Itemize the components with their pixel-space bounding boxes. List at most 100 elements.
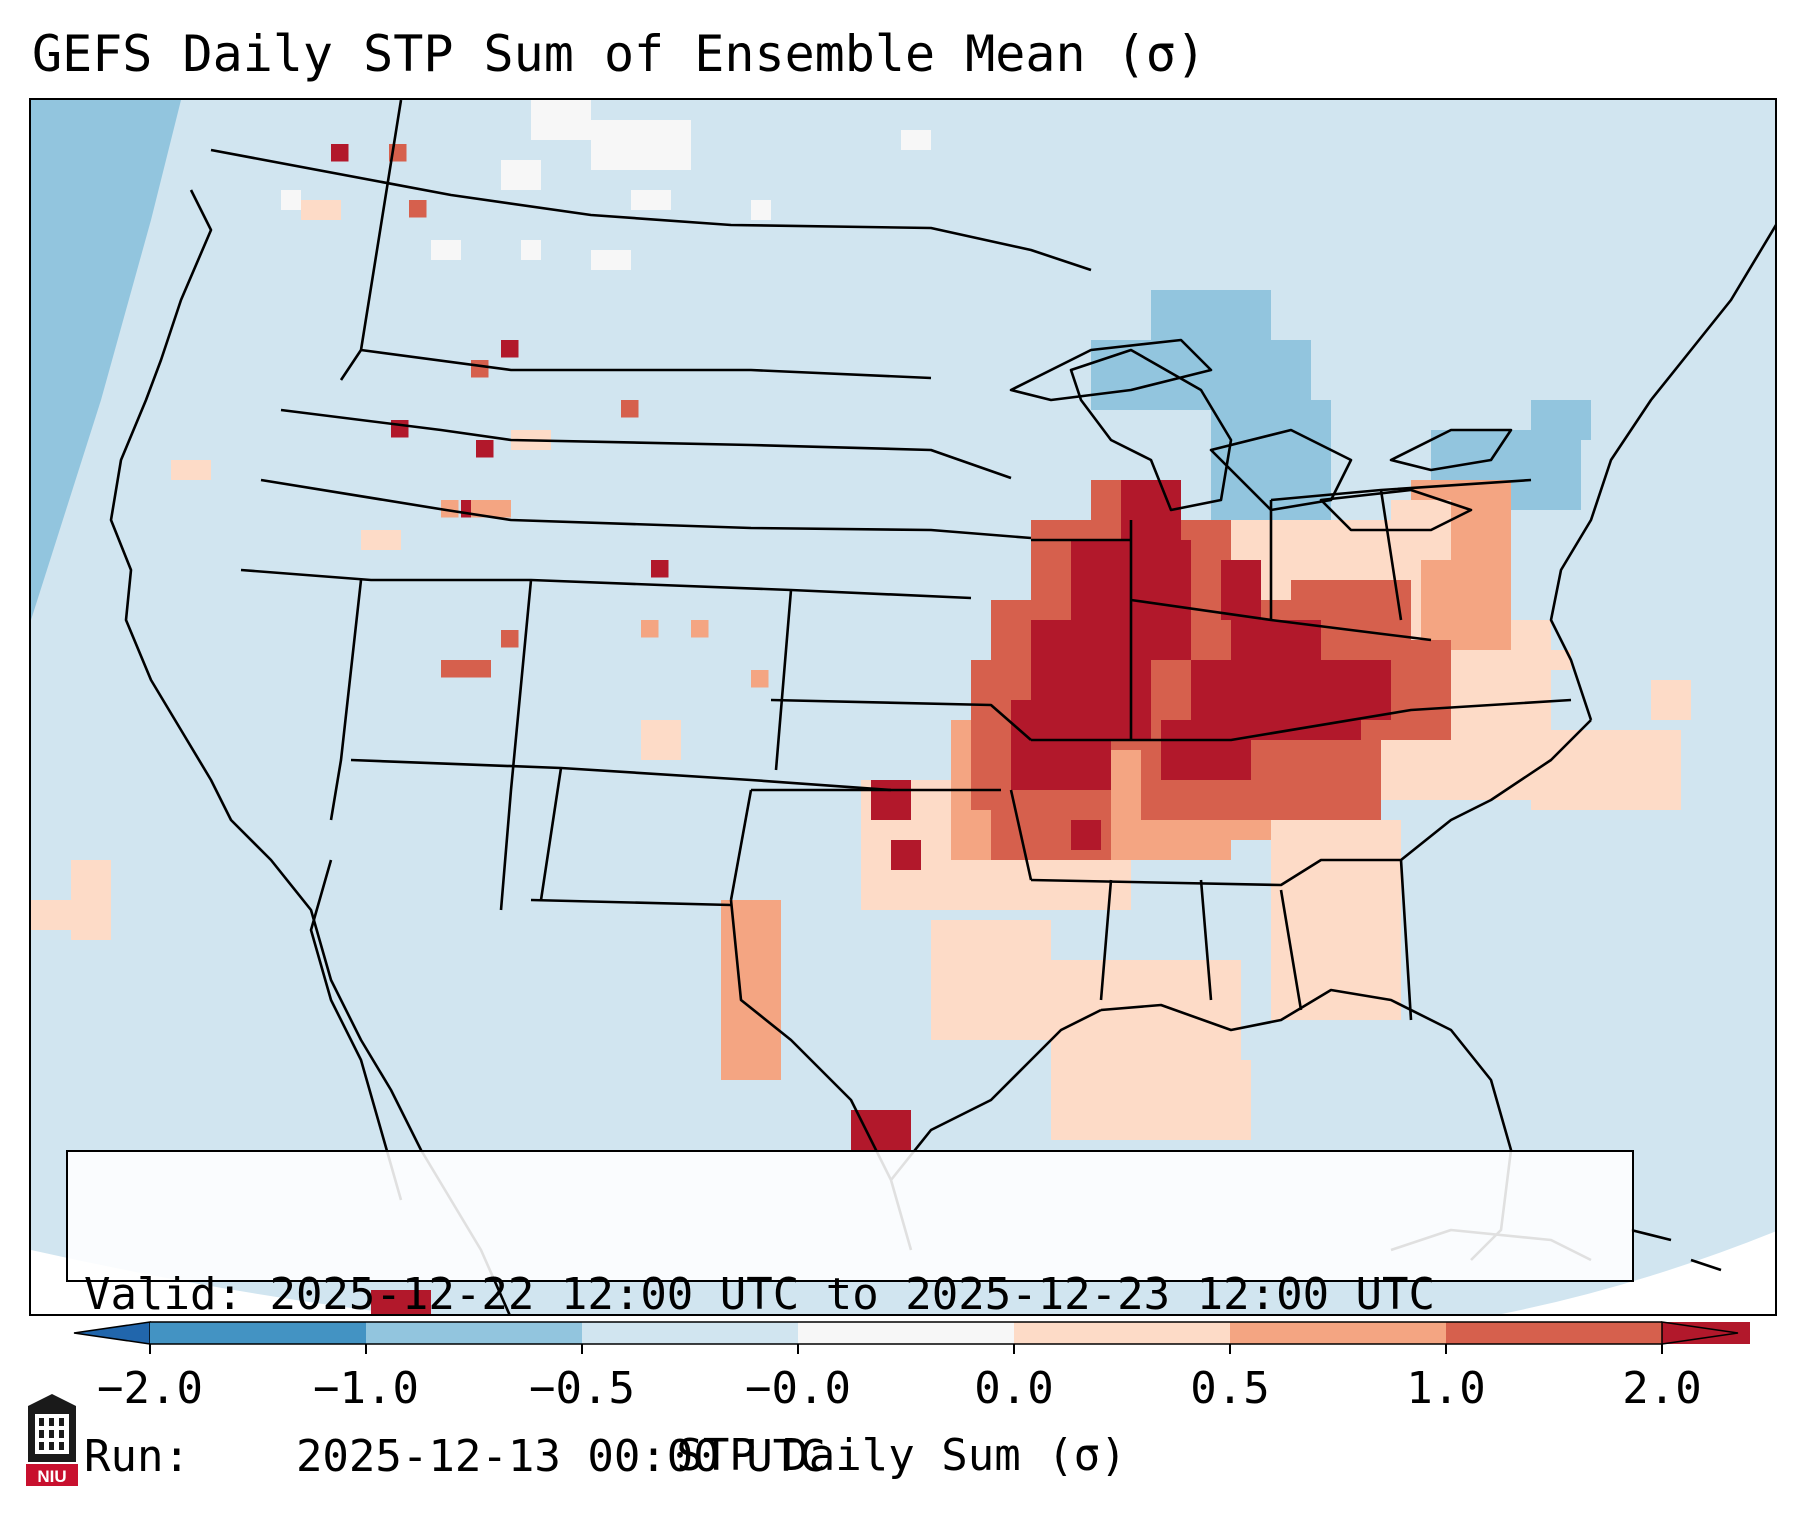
scattered-cell bbox=[171, 460, 211, 480]
colorbar-extend-high bbox=[1661, 1321, 1739, 1345]
niu-logo: NIU bbox=[26, 1394, 78, 1486]
boundary-line bbox=[889, 1008, 1102, 1181]
colorbar-segment bbox=[366, 1322, 582, 1344]
colorbar-tick-label: −2.0 bbox=[97, 1363, 203, 1414]
scattered-cell bbox=[501, 630, 519, 648]
stp-anomaly-field bbox=[31, 100, 1775, 1314]
scattered-cell bbox=[441, 500, 459, 518]
very-high-positive-region bbox=[1331, 660, 1391, 720]
boundary-line bbox=[309, 859, 403, 1201]
boundary-line bbox=[499, 579, 533, 911]
colorbar-label: STP Daily Sum (σ) bbox=[676, 1430, 1127, 1481]
boundary-line bbox=[1069, 348, 1233, 512]
scattered-cell bbox=[331, 144, 349, 162]
high-positive-region bbox=[1291, 740, 1371, 810]
run-value: 2025-12-13 00:00 UTC bbox=[295, 1431, 826, 1482]
boundary-line bbox=[1030, 719, 1592, 887]
boundary-line bbox=[1630, 1228, 1672, 1242]
boundary-line bbox=[1379, 489, 1403, 621]
colorbar-tick-label: 0.0 bbox=[974, 1363, 1054, 1414]
valid-time-row: Valid: 2025-12-22 12:00 UTC to 2025-12-2… bbox=[84, 1268, 1616, 1322]
scattered-cell bbox=[501, 340, 519, 358]
neutral-speckle bbox=[631, 190, 671, 210]
scattered-cell bbox=[751, 670, 769, 688]
colorbar-tick-label: −0.0 bbox=[745, 1363, 851, 1414]
neutral-speckle bbox=[281, 190, 301, 210]
boundary-line bbox=[280, 408, 1012, 480]
pacific-negative-band bbox=[31, 100, 181, 620]
valid-value: 2025-12-22 12:00 UTC to 2025-12-23 12:00… bbox=[269, 1269, 1436, 1320]
colorbar bbox=[73, 1321, 1750, 1354]
scattered-cell bbox=[471, 360, 489, 378]
boundary-line bbox=[1319, 488, 1473, 532]
run-label: Run: bbox=[84, 1431, 190, 1482]
boundary-line bbox=[1199, 879, 1213, 1001]
very-high-positive-region bbox=[871, 780, 911, 820]
neutral-speckle bbox=[591, 250, 631, 270]
map-panel bbox=[29, 98, 1777, 1316]
boundary-line bbox=[1549, 224, 1775, 721]
colorbar-segment bbox=[1014, 1322, 1230, 1344]
boundary-line bbox=[329, 579, 363, 821]
boundary-line bbox=[210, 148, 1092, 272]
very-high-positive-region bbox=[1071, 820, 1101, 850]
colorbar-tick-label: 0.5 bbox=[1190, 1363, 1270, 1414]
very-high-positive-region bbox=[371, 1290, 431, 1314]
very-high-positive-region bbox=[1221, 560, 1261, 620]
boundary-line bbox=[240, 568, 972, 600]
boundary-line bbox=[1399, 859, 1413, 1021]
scattered-cell bbox=[361, 530, 401, 550]
neutral-speckle bbox=[531, 100, 591, 140]
colorbar-segment bbox=[1230, 1322, 1446, 1344]
map-canvas bbox=[31, 100, 1775, 1314]
chart-title: GEFS Daily STP Sum of Ensemble Mean (σ) bbox=[32, 25, 1206, 83]
scattered-cell bbox=[641, 720, 681, 760]
positive-region bbox=[1131, 1060, 1251, 1140]
scattered-cell bbox=[391, 420, 409, 438]
very-high-positive-region bbox=[1051, 750, 1111, 790]
boundary-line bbox=[360, 348, 932, 380]
colorbar-tick-label: 1.0 bbox=[1406, 1363, 1486, 1414]
boundary-line bbox=[530, 898, 732, 907]
scattered-cell bbox=[1651, 680, 1691, 720]
colorbar-tick-label: −0.5 bbox=[529, 1363, 635, 1414]
scattered-cell bbox=[301, 200, 341, 220]
great-lakes-negative bbox=[1091, 340, 1311, 410]
colorbar-extend-low bbox=[73, 1321, 151, 1345]
scattered-cell bbox=[409, 200, 427, 218]
very-high-positive-region bbox=[851, 1110, 911, 1150]
boundary-line bbox=[1009, 338, 1213, 402]
svg-text:NIU: NIU bbox=[37, 1467, 66, 1486]
boundary-line bbox=[1009, 789, 1033, 881]
neutral-speckle bbox=[501, 160, 541, 190]
colorbar-segment bbox=[150, 1322, 366, 1344]
boundary-line bbox=[1279, 889, 1303, 1011]
positive-region bbox=[1531, 730, 1681, 810]
scattered-cell bbox=[641, 620, 659, 638]
boundary-line bbox=[339, 100, 403, 381]
scattered-cell bbox=[71, 860, 111, 940]
valid-time-box: Valid: 2025-12-22 12:00 UTC to 2025-12-2… bbox=[66, 1150, 1634, 1482]
boundary-line bbox=[1209, 428, 1353, 512]
high-positive-region bbox=[1381, 640, 1451, 740]
positive-region bbox=[931, 920, 1051, 1040]
scattered-cell bbox=[691, 620, 709, 638]
boundary-line bbox=[350, 758, 892, 792]
neutral-speckle bbox=[521, 240, 541, 260]
scattered-cell bbox=[651, 560, 669, 578]
colorbar-tick-label: −1.0 bbox=[313, 1363, 419, 1414]
boundary-line bbox=[729, 789, 753, 901]
scattered-cell bbox=[621, 400, 639, 418]
scattered-cell bbox=[1521, 650, 1571, 670]
scattered-cell bbox=[31, 900, 71, 930]
scattered-cell bbox=[476, 440, 494, 458]
positive-region bbox=[721, 900, 781, 1080]
scattered-cell bbox=[441, 660, 491, 678]
neutral-speckle bbox=[751, 200, 771, 220]
colorbar-segment bbox=[1446, 1322, 1662, 1344]
run-time-row: Run: 2025-12-13 00:00 UTC bbox=[84, 1430, 1616, 1484]
boundary-line bbox=[1389, 428, 1513, 472]
boundary-line bbox=[539, 767, 563, 901]
very-high-positive-region bbox=[1161, 720, 1251, 780]
neutral-speckle bbox=[901, 130, 931, 150]
